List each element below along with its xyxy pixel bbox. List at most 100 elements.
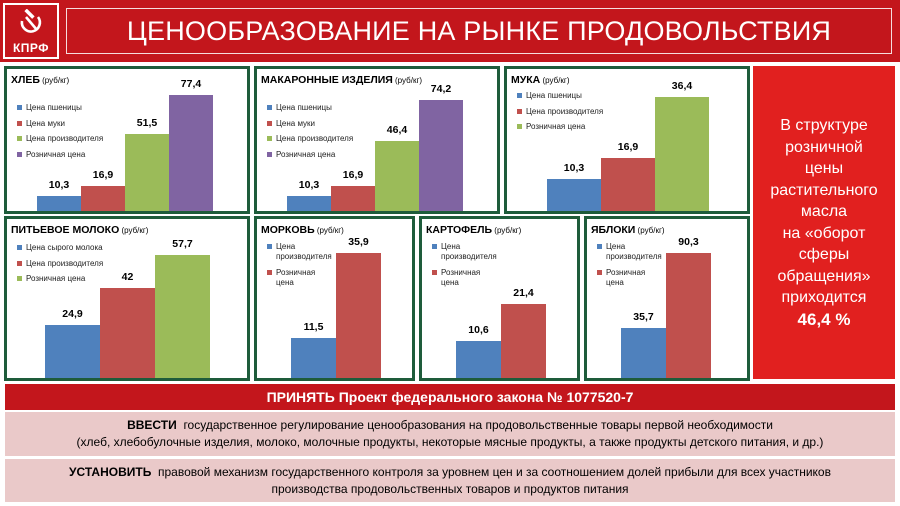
bar-value-label: 36,4 [671, 80, 693, 92]
callout-percent: 46,4 % [797, 309, 851, 329]
legend-swatch [517, 108, 522, 114]
bar-розничная-цена [169, 95, 213, 211]
legend-item: Цена производителя [597, 242, 662, 262]
bar-value-label: 24,9 [62, 308, 83, 320]
legend-item: Цена пшеницы [17, 103, 103, 113]
legend-swatch [597, 269, 602, 275]
chart-legend: Цена сырого молока Цена производителя Розн… [17, 243, 103, 290]
legend-label: Цена производителя [441, 242, 497, 261]
bar-value-label: 35,9 [348, 236, 369, 248]
establish-verb: УСТАНОВИТЬ [69, 464, 152, 479]
legend-swatch [597, 244, 602, 249]
bar-value-label: 11,5 [303, 321, 324, 333]
legend-swatch [17, 276, 22, 281]
legend-item: Розничная цена [267, 150, 353, 160]
chart-title-text: ХЛЕБ [11, 74, 40, 86]
legend-label: Розничная цена [526, 122, 586, 131]
hammer-sickle-icon [20, 9, 42, 33]
establish-line-1: УСТАНОВИТЬ правовой механизм государстве… [5, 464, 895, 481]
legend-label: Цена производителя [526, 106, 604, 116]
bar-value-label: 46,4 [386, 124, 408, 136]
bar-цена-пшеницы [37, 196, 81, 211]
chart-title-text: МАКАРОННЫЕ ИЗДЕЛИЯ [261, 74, 393, 86]
chart-title-text: МУКА [511, 74, 541, 86]
legend-swatch [432, 244, 437, 249]
bar-розничная-цена [501, 304, 546, 378]
chart-unit: (руб/кг) [392, 76, 423, 85]
chart-legend: Цена производителя Розничная цена [432, 242, 497, 293]
callout-line: сферы [798, 246, 850, 263]
introduce-text: государственное регулирование ценообразо… [183, 418, 773, 432]
legend-label: Цена производителя [276, 242, 332, 261]
legend-label: Розничная цена [26, 149, 86, 159]
introduce-verb: ВВЕСТИ [127, 418, 177, 432]
legend-swatch [517, 93, 522, 98]
introduce-line-1: ВВЕСТИ государственное регулирование цен… [5, 417, 895, 434]
callout-line: на «оборот [782, 224, 866, 242]
bar-цена-производителя [291, 338, 336, 378]
bar-цена-сырого-молока [45, 325, 100, 378]
chart-panel-3: ПИТЬЕВОЕ МОЛОКО (руб/кг) Цена сырого моло… [4, 216, 250, 381]
legend-swatch [267, 105, 272, 110]
legend-label: Цена производителя [26, 134, 104, 143]
legend-swatch [267, 120, 272, 126]
callout-line: цены [804, 160, 844, 177]
chart-panel-6: ЯБЛОКИ (руб/кг) Цена производителя Розничн… [584, 216, 750, 381]
legend-item: Цена производителя [267, 134, 353, 144]
establish-text: правовой механизм государственного контр… [158, 464, 831, 479]
bar-розничная-цена [336, 253, 381, 378]
chart-panel-1: МАКАРОННЫЕ ИЗДЕЛИЯ (руб/кг) Цена пшеницы Ц… [254, 66, 500, 214]
chart-unit: (руб/кг) [492, 226, 522, 235]
bar-value-label: 16,9 [342, 169, 364, 181]
legend-item: Цена производителя [17, 134, 103, 144]
bar-цена-производителя [375, 141, 419, 211]
legend-label: Цена муки [276, 118, 316, 128]
legend-item: Розничная цена [597, 268, 659, 288]
chart-title: ХЛЕБ (руб/кг) [11, 74, 69, 86]
chart-legend: Цена производителя Розничная цена [597, 242, 662, 293]
bar-цена-пшеницы [287, 196, 331, 211]
legend-label: Розничная цена [276, 267, 316, 287]
bar-цена-пшеницы [547, 179, 601, 211]
legend-item: Цена производителя [267, 242, 332, 262]
legend-label: Цена производителя [276, 134, 354, 143]
page-title: ЦЕНООБРАЗОВАНИЕ НА РЫНКЕ ПРОДОВОЛЬСТВИЯ [66, 8, 892, 54]
introduce-box: ВВЕСТИ государственное регулирование цен… [5, 412, 895, 456]
bar-value-label: 35,7 [633, 311, 654, 323]
chart-legend: Цена пшеницы Цена производителя Розничная … [517, 91, 603, 138]
chart-title: МАКАРОННЫЕ ИЗДЕЛИЯ (руб/кг) [261, 74, 422, 86]
chart-panel-5: КАРТОФЕЛЬ (руб/кг) Цена производителя Розн… [419, 216, 580, 381]
legend-item: Цена сырого молока [17, 243, 103, 253]
bar-цена-производителя [100, 288, 155, 378]
oil-price-callout: В структуре розничной цены растительного мас… [753, 66, 895, 379]
legend-item: Розничная цена [17, 274, 103, 284]
chart-panel-0: ХЛЕБ (руб/кг) Цена пшеницы Цена муки Цена п… [4, 66, 250, 214]
chart-title: ПИТЬЕВОЕ МОЛОКО (руб/кг) [11, 224, 148, 236]
legend-item: Розничная цена [267, 268, 329, 288]
introduce-line-2: (хлеб, хлебобулочные изделия, молоко, мо… [76, 435, 824, 449]
legend-swatch [17, 136, 22, 141]
bar-розничная-цена [666, 253, 711, 378]
legend-swatch [17, 105, 22, 110]
bar-розничная-цена [655, 97, 709, 211]
callout-text: В структуре розничной цены растительного мас… [770, 115, 877, 309]
legend-item: Цена пшеницы [267, 103, 353, 113]
bar-value-label: 16,9 [617, 141, 639, 153]
chart-title: МОРКОВЬ (руб/кг) [261, 224, 344, 236]
legend-item: Розничная цена [432, 268, 494, 288]
legend-swatch [267, 269, 272, 275]
callout-line: масла [800, 203, 848, 220]
bar-value-label: 57,7 [172, 238, 193, 250]
legend-swatch [432, 269, 437, 275]
callout-line: розничной [785, 138, 863, 156]
bar-value-label: 77,4 [180, 78, 202, 90]
legend-swatch [517, 124, 522, 129]
bar-value-label: 10,3 [48, 179, 70, 191]
legend-label: Розничная цена [26, 274, 86, 283]
chart-title: ЯБЛОКИ (руб/кг) [591, 224, 665, 236]
bar-розничная-цена [419, 100, 463, 211]
legend-label: Розничная цена [276, 149, 336, 159]
callout-line: обращения» [777, 267, 871, 285]
chart-panel-2: МУКА (руб/кг) Цена пшеницы Цена производит… [504, 66, 750, 214]
legend-item: Цена производителя [432, 242, 497, 262]
